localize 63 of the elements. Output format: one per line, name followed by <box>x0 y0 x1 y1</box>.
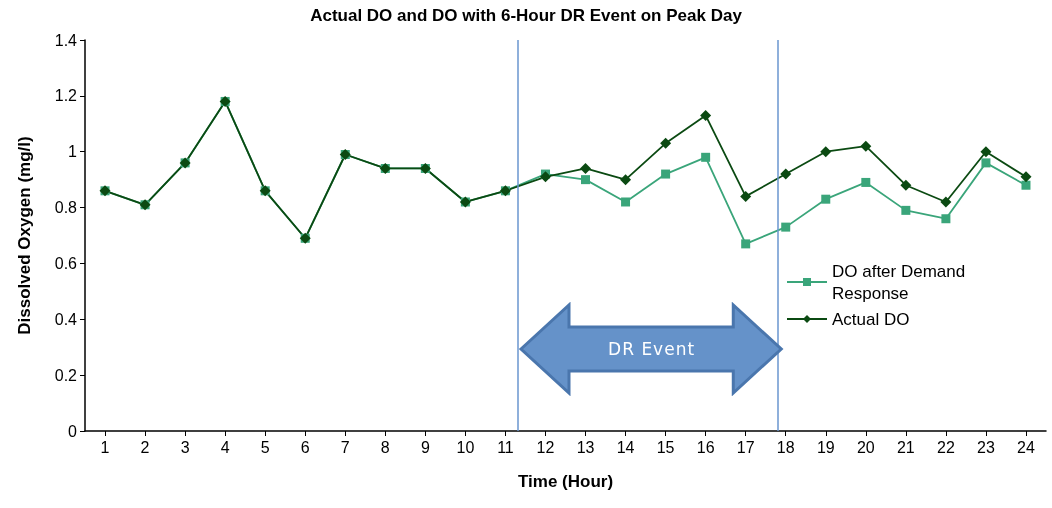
point <box>580 162 592 174</box>
point <box>781 222 791 232</box>
y-tick-label: 1.2 <box>54 87 78 105</box>
x-tick-label: 10 <box>456 438 475 456</box>
y-axis-title: Dissolved Oxygen (mg/l) <box>15 136 34 335</box>
y-tick-label: 1.4 <box>54 31 78 49</box>
y-tick-label: 0.4 <box>54 310 78 328</box>
x-tick-label: 16 <box>696 438 715 456</box>
x-tick-label: 5 <box>260 438 270 456</box>
point <box>900 179 912 191</box>
point <box>860 140 872 152</box>
point <box>661 169 671 179</box>
point <box>581 175 591 185</box>
point <box>820 146 832 158</box>
annotation: DR Event <box>608 339 696 359</box>
point <box>660 137 672 149</box>
point <box>700 109 712 121</box>
y-tick-label: 1 <box>68 143 78 161</box>
point <box>780 168 792 180</box>
x-tick-label: 11 <box>497 438 514 456</box>
point <box>701 152 711 162</box>
point <box>1020 171 1032 183</box>
legend-label: Actual DO <box>832 309 910 329</box>
x-axis-title: Time (Hour) <box>517 472 614 491</box>
point <box>740 190 752 202</box>
chart-title: Actual DO and DO with 6-Hour DR Event on Peak Day <box>310 6 743 25</box>
point <box>620 174 632 186</box>
x-tick-label: 12 <box>536 438 555 456</box>
x-tick-label: 18 <box>776 438 795 456</box>
x-tick-label: 15 <box>656 438 675 456</box>
point <box>539 171 551 183</box>
x-tick-label: 20 <box>856 438 875 456</box>
y-tick-label: 0.6 <box>54 254 78 272</box>
y-tick-label: 0.2 <box>54 366 78 384</box>
point <box>980 146 992 158</box>
x-tick-label: 21 <box>896 438 915 456</box>
x-tick-label: 17 <box>736 438 755 456</box>
x-tick-label: 6 <box>300 438 310 456</box>
x-tick-label: 19 <box>816 438 835 456</box>
x-tick-label: 3 <box>180 438 190 456</box>
x-tick-label: 1 <box>100 438 110 456</box>
x-tick-label: 23 <box>977 438 995 456</box>
point <box>861 177 871 187</box>
x-tick-label: 8 <box>380 438 390 456</box>
x-tick-label: 9 <box>420 438 430 456</box>
x-tick-label: 2 <box>140 438 150 456</box>
y-tick-label: 0.8 <box>54 199 78 217</box>
legend-label: DO after Demand Response <box>832 261 970 303</box>
x-tick-label: 4 <box>220 438 230 456</box>
x-tick-label: 14 <box>616 438 635 456</box>
y-tick-label: 0 <box>68 422 78 440</box>
point <box>940 196 952 208</box>
point <box>941 214 951 224</box>
point <box>821 194 831 204</box>
point <box>981 158 991 168</box>
x-tick-label: 13 <box>576 438 595 456</box>
x-tick-label: 22 <box>937 438 955 456</box>
point <box>901 205 911 215</box>
point <box>621 197 631 207</box>
point <box>1021 180 1031 190</box>
x-tick-label: 24 <box>1017 438 1035 456</box>
x-tick-label: 7 <box>340 438 350 456</box>
point <box>741 239 751 249</box>
